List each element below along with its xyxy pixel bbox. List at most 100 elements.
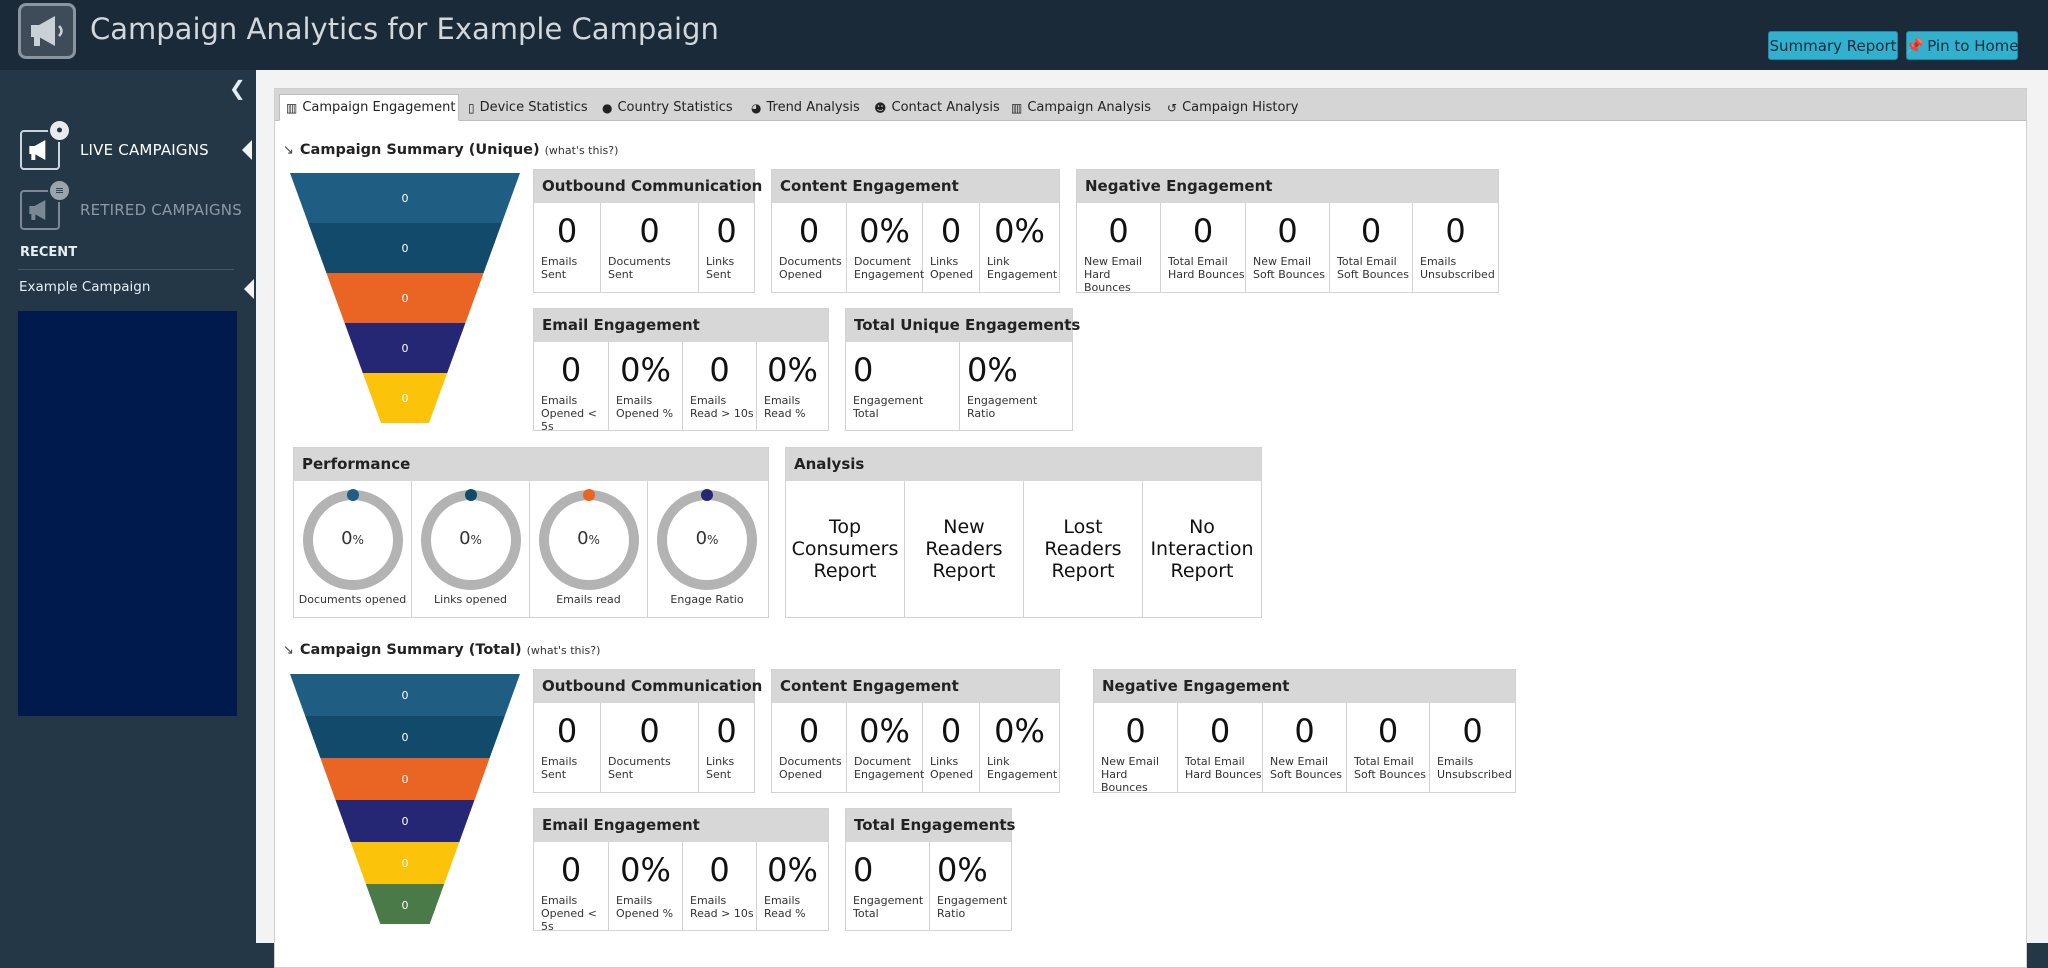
stat-label: Engagement Total: [853, 894, 924, 920]
gauge-indicator: [346, 489, 359, 501]
summary-report-button[interactable]: Summary Report: [1768, 31, 1898, 60]
stat-label: Emails Unsubscribed: [1420, 255, 1495, 281]
engagement-funnel-total: 0 0 0 0 0 0: [290, 674, 520, 924]
funnel-segment: [290, 173, 520, 223]
tab-trend-analysis[interactable]: ◕ Trend Analysis: [745, 94, 866, 121]
stat-value: 0: [560, 851, 582, 889]
recent-panel: [18, 311, 237, 716]
tab-campaign-engagement[interactable]: ▥ Campaign Engagement: [279, 94, 459, 121]
stat-links-sent: 0 Links Sent: [699, 703, 754, 792]
tab-label: Campaign Analysis: [1027, 100, 1152, 115]
content-engagement-card: Content Engagement 0 Documents Opened 0% D…: [771, 169, 1060, 293]
pin-icon: 📌: [1905, 36, 1925, 55]
whats-this-link[interactable]: (what's this?): [544, 144, 619, 157]
tab-contact-analysis[interactable]: ☻ Contact Analysis: [868, 94, 1006, 121]
pin-to-home-button[interactable]: 📌 Pin to Home: [1905, 31, 2019, 60]
megaphone-icon: ≡: [20, 179, 71, 230]
megaphone-logo-icon: [18, 3, 76, 59]
gauge-ring: [538, 489, 639, 590]
stat-value: 0: [1294, 712, 1315, 750]
stat-value: 0: [639, 712, 660, 750]
stat-label: Emails Read %: [764, 394, 806, 420]
gauge-number: 0: [341, 528, 353, 549]
stat-emails-opened-pct: 0% Emails Opened %: [609, 842, 683, 930]
stat-value: 0%: [994, 712, 1045, 750]
no-interaction-report-link[interactable]: No Interaction Report: [1150, 516, 1254, 582]
funnel-value: 0: [402, 342, 409, 355]
recent-item-example-campaign[interactable]: Example Campaign: [19, 279, 151, 295]
stat-emails-read-pct: 0% Emails Read %: [757, 842, 828, 930]
stat-label: Engagement Ratio: [967, 394, 1038, 420]
stat-value: 0: [709, 851, 730, 889]
stat-documents-sent: 0 Documents Sent: [601, 703, 699, 792]
pin-to-home-label: Pin to Home: [1927, 36, 2019, 55]
collapse-arrow-icon[interactable]: ❮: [229, 76, 246, 100]
stat-label: Links Sent: [706, 755, 735, 781]
sidebar-item-retired-campaigns[interactable]: ≡ RETIRED CAMPAIGNS: [20, 179, 250, 235]
gauge-number: 0: [459, 528, 471, 549]
sidebar-item-live-campaigns[interactable]: ⚫ LIVE CAMPAIGNS: [20, 119, 252, 175]
stat-value: 0: [716, 712, 737, 750]
funnel-value: 0: [402, 689, 409, 702]
stat-label: Emails Read > 10s: [690, 394, 754, 420]
tab-campaign-analysis[interactable]: ▥ Campaign Analysis: [1005, 94, 1157, 121]
sidebar-item-label: RETIRED CAMPAIGNS: [80, 201, 242, 219]
stat-emails-read-pct: 0% Emails Read %: [757, 342, 828, 430]
stat-label: Documents Opened: [779, 255, 842, 281]
card-title: Content Engagement: [772, 670, 1059, 703]
gauge-value: 0%: [530, 528, 647, 549]
card-title: Outbound Communication: [534, 170, 762, 203]
stat-label: Links Opened: [930, 255, 974, 281]
funnel-segment: [308, 223, 502, 273]
funnel-segment: [350, 842, 460, 884]
stat-label: Links Sent: [706, 255, 735, 281]
active-notch: [242, 140, 252, 160]
top-consumers-report-link[interactable]: Top Consumers Report: [786, 481, 905, 617]
stat-value: 0%: [620, 351, 671, 389]
user-icon: ☻: [874, 100, 887, 115]
card-title: Content Engagement: [772, 170, 1059, 203]
stat-label: Links Opened: [930, 755, 974, 781]
new-readers-report-link[interactable]: New Readers Report: [905, 481, 1024, 617]
stat-label: Link Engagement: [987, 255, 1058, 281]
stat-label: Total Email Hard Bounces: [1168, 255, 1245, 281]
content-engagement-card-total: Content Engagement 0 Documents Opened 0% D…: [771, 669, 1060, 793]
stat-emails-sent: 0 Emails Sent: [534, 203, 601, 292]
stat-label: Emails Sent: [541, 255, 578, 281]
tab-device-statistics[interactable]: ▯ Device Statistics: [462, 94, 594, 121]
gauge-unit: %: [470, 533, 482, 547]
tab-label: Campaign Engagement: [302, 100, 456, 115]
stat-value: 0%: [767, 851, 818, 889]
gauge-unit: %: [588, 533, 600, 547]
outbound-communication-card-total: Outbound Communication 0 Emails Sent 0 Doc…: [533, 669, 762, 793]
card-title: Performance: [294, 448, 768, 481]
stat-value: 0: [798, 212, 820, 250]
funnel-value: 0: [402, 292, 409, 305]
card-title: Negative Engagement: [1094, 670, 1515, 703]
stat-documents-sent: 0 Documents Sent: [601, 203, 699, 292]
section-title: Campaign Summary (Unique): [299, 142, 540, 158]
analysis-card: Analysis Top Consumers Report New Reader…: [785, 447, 1262, 618]
tab-country-statistics[interactable]: ● Country Statistics: [596, 94, 739, 121]
collapse-section-icon[interactable]: ↘: [283, 643, 294, 658]
stat-emails-unsubscribed: 0 Emails Unsubscribed: [1430, 703, 1515, 792]
funnel-value: 0: [402, 815, 409, 828]
gauge-label: Engage Ratio: [670, 593, 744, 606]
collapse-section-icon[interactable]: ↘: [283, 143, 294, 158]
gauge-label: Documents opened: [298, 593, 407, 606]
stat-label: Engagement Ratio: [937, 894, 1008, 920]
lost-readers-report-link[interactable]: Lost Readers Report: [1024, 481, 1143, 617]
stat-value: 0: [853, 351, 874, 389]
stat-value: 0: [1377, 712, 1399, 750]
gauge-label: Links opened: [434, 593, 507, 606]
gauge-ring: [657, 489, 757, 590]
stat-value: 0: [1192, 212, 1214, 250]
gauge-ring: [420, 489, 521, 590]
stat-value: 0: [556, 212, 578, 250]
megaphone-icon: ⚫: [20, 119, 71, 170]
whats-this-link[interactable]: (what's this?): [526, 644, 601, 657]
tab-campaign-history[interactable]: ↺ Campaign History: [1161, 94, 1304, 121]
stat-value: 0: [1360, 212, 1382, 250]
stat-label: Emails Opened < 5s: [541, 394, 597, 433]
funnel-value: 0: [402, 392, 409, 405]
